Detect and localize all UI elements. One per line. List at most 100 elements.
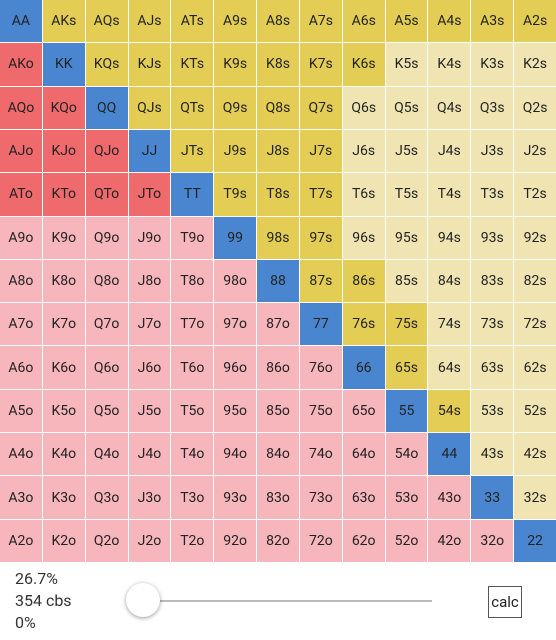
hand-cell[interactable]: J5s <box>385 129 428 173</box>
hand-cell[interactable]: T8o <box>171 259 214 303</box>
hand-cell[interactable]: A9s <box>214 0 257 43</box>
hand-cell[interactable]: J5o <box>128 389 171 433</box>
hand-cell[interactable]: QTo <box>85 173 128 216</box>
hand-cell[interactable]: 62o <box>342 519 385 562</box>
hand-cell[interactable]: T3s <box>471 173 514 216</box>
hand-cell[interactable]: QJs <box>128 86 171 129</box>
hand-cell[interactable]: A7s <box>299 0 342 43</box>
hand-cell[interactable]: 76o <box>299 346 342 389</box>
hand-cell[interactable]: KTs <box>171 43 214 86</box>
hand-cell[interactable]: KJo <box>42 129 85 173</box>
hand-cell[interactable]: A5o <box>0 389 42 433</box>
hand-cell[interactable]: KJs <box>128 43 171 86</box>
hand-cell[interactable]: 73s <box>471 303 514 346</box>
hand-cell[interactable]: TT <box>171 173 214 216</box>
hand-cell[interactable]: 72o <box>299 519 342 562</box>
hand-cell[interactable]: Q3o <box>85 476 128 519</box>
hand-cell[interactable]: 53s <box>471 389 514 433</box>
hand-cell[interactable]: 95o <box>214 389 257 433</box>
hand-cell[interactable]: T7s <box>299 173 342 216</box>
hand-cell[interactable]: JJ <box>128 129 171 173</box>
hand-cell[interactable]: A2s <box>514 0 556 43</box>
hand-cell[interactable]: KQo <box>42 86 85 129</box>
hand-cell[interactable]: AKs <box>42 0 85 43</box>
hand-cell[interactable]: 22 <box>514 519 556 562</box>
hand-cell[interactable]: 84o <box>257 433 299 476</box>
hand-cell[interactable]: T5s <box>385 173 428 216</box>
hand-cell[interactable]: T4s <box>428 173 471 216</box>
hand-cell[interactable]: K9s <box>214 43 257 86</box>
hand-cell[interactable]: K3s <box>471 43 514 86</box>
hand-cell[interactable]: J2s <box>514 129 556 173</box>
hand-cell[interactable]: 54s <box>428 389 471 433</box>
hand-cell[interactable]: 73o <box>299 476 342 519</box>
hand-cell[interactable]: J2o <box>128 519 171 562</box>
hand-cell[interactable]: A3o <box>0 476 42 519</box>
hand-cell[interactable]: 97o <box>214 303 257 346</box>
hand-cell[interactable]: K7o <box>42 303 85 346</box>
hand-cell[interactable]: J4o <box>128 433 171 476</box>
hand-cell[interactable]: 83s <box>471 259 514 303</box>
hand-cell[interactable]: J7s <box>299 129 342 173</box>
hand-cell[interactable]: Q4o <box>85 433 128 476</box>
hand-cell[interactable]: K4o <box>42 433 85 476</box>
hand-cell[interactable]: K2s <box>514 43 556 86</box>
hand-cell[interactable]: 94s <box>428 216 471 259</box>
hand-cell[interactable]: Q6s <box>342 86 385 129</box>
hand-cell[interactable]: Q2o <box>85 519 128 562</box>
hand-cell[interactable]: J9o <box>128 216 171 259</box>
hand-cell[interactable]: 99 <box>214 216 257 259</box>
hand-cell[interactable]: J8s <box>257 129 299 173</box>
hand-cell[interactable]: Q5s <box>385 86 428 129</box>
hand-cell[interactable]: ATs <box>171 0 214 43</box>
hand-cell[interactable]: A6s <box>342 0 385 43</box>
hand-cell[interactable]: 42o <box>428 519 471 562</box>
hand-cell[interactable]: 94o <box>214 433 257 476</box>
hand-cell[interactable]: 75o <box>299 389 342 433</box>
hand-cell[interactable]: ATo <box>0 173 42 216</box>
hand-cell[interactable]: A2o <box>0 519 42 562</box>
hand-cell[interactable]: Q9s <box>214 86 257 129</box>
hand-cell[interactable]: 95s <box>385 216 428 259</box>
hand-cell[interactable]: 63o <box>342 476 385 519</box>
hand-cell[interactable]: J8o <box>128 259 171 303</box>
hand-cell[interactable]: Q9o <box>85 216 128 259</box>
hand-cell[interactable]: KK <box>42 43 85 86</box>
hand-cell[interactable]: K3o <box>42 476 85 519</box>
hand-cell[interactable]: 77 <box>299 303 342 346</box>
hand-cell[interactable]: 52s <box>514 389 556 433</box>
hand-cell[interactable]: 92o <box>214 519 257 562</box>
hand-cell[interactable]: 87s <box>299 259 342 303</box>
hand-cell[interactable]: QJo <box>85 129 128 173</box>
calc-button[interactable]: calc <box>488 586 522 618</box>
hand-cell[interactable]: 32s <box>514 476 556 519</box>
hand-cell[interactable]: QQ <box>85 86 128 129</box>
hand-cell[interactable]: K8s <box>257 43 299 86</box>
hand-cell[interactable]: 63s <box>471 346 514 389</box>
hand-cell[interactable]: 52o <box>385 519 428 562</box>
hand-cell[interactable]: T2s <box>514 173 556 216</box>
hand-cell[interactable]: A7o <box>0 303 42 346</box>
hand-cell[interactable]: 65o <box>342 389 385 433</box>
hand-cell[interactable]: QTs <box>171 86 214 129</box>
hand-cell[interactable]: J4s <box>428 129 471 173</box>
hand-cell[interactable]: T7o <box>171 303 214 346</box>
hand-cell[interactable]: J7o <box>128 303 171 346</box>
hand-cell[interactable]: K8o <box>42 259 85 303</box>
hand-cell[interactable]: 54o <box>385 433 428 476</box>
slider-track[interactable] <box>140 600 432 602</box>
hand-cell[interactable]: 74s <box>428 303 471 346</box>
hand-cell[interactable]: JTo <box>128 173 171 216</box>
hand-cell[interactable]: KQs <box>85 43 128 86</box>
hand-cell[interactable]: J6s <box>342 129 385 173</box>
hand-cell[interactable]: Q7s <box>299 86 342 129</box>
hand-cell[interactable]: 82s <box>514 259 556 303</box>
hand-cell[interactable]: 43s <box>471 433 514 476</box>
hand-cell[interactable]: K6s <box>342 43 385 86</box>
hand-cell[interactable]: K5o <box>42 389 85 433</box>
hand-cell[interactable]: 85o <box>257 389 299 433</box>
hand-cell[interactable]: 85s <box>385 259 428 303</box>
hand-cell[interactable]: 96s <box>342 216 385 259</box>
hand-cell[interactable]: T6o <box>171 346 214 389</box>
hand-cell[interactable]: Q7o <box>85 303 128 346</box>
